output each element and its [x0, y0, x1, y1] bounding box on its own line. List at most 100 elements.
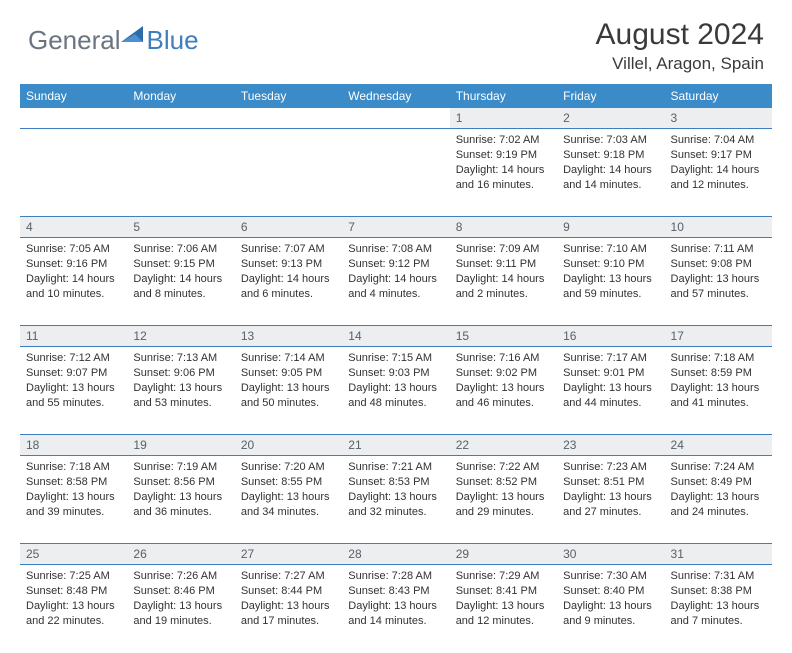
- calendar-table: SundayMondayTuesdayWednesdayThursdayFrid…: [20, 84, 772, 653]
- logo: General Blue: [28, 18, 199, 56]
- sunset-line: Sunset: 8:52 PM: [456, 475, 551, 490]
- day-number-cell: 11: [20, 326, 127, 347]
- day-number-cell: 31: [665, 544, 772, 565]
- day-number-cell: 19: [127, 435, 234, 456]
- day-number-cell: 21: [342, 435, 449, 456]
- daylight-line: Daylight: 13 hours and 17 minutes.: [241, 599, 336, 629]
- sunset-line: Sunset: 9:16 PM: [26, 257, 121, 272]
- day-number-cell: [235, 108, 342, 129]
- day-number-cell: 25: [20, 544, 127, 565]
- weekday-header: Saturday: [665, 84, 772, 108]
- month-title: August 2024: [596, 18, 764, 52]
- daylight-line: Daylight: 13 hours and 34 minutes.: [241, 490, 336, 520]
- day-number-cell: 5: [127, 217, 234, 238]
- daylight-line: Daylight: 13 hours and 19 minutes.: [133, 599, 228, 629]
- sunrise-line: Sunrise: 7:21 AM: [348, 460, 443, 475]
- daylight-line: Daylight: 13 hours and 48 minutes.: [348, 381, 443, 411]
- day-details: Sunrise: 7:05 AMSunset: 9:16 PMDaylight:…: [26, 242, 121, 301]
- day-number-cell: 8: [450, 217, 557, 238]
- day-number-cell: 26: [127, 544, 234, 565]
- day-number-cell: 2: [557, 108, 664, 129]
- day-cell: Sunrise: 7:16 AMSunset: 9:02 PMDaylight:…: [450, 347, 557, 435]
- day-number-cell: 23: [557, 435, 664, 456]
- day-cell: Sunrise: 7:31 AMSunset: 8:38 PMDaylight:…: [665, 565, 772, 653]
- day-details: Sunrise: 7:07 AMSunset: 9:13 PMDaylight:…: [241, 242, 336, 301]
- day-cell: Sunrise: 7:18 AMSunset: 8:59 PMDaylight:…: [665, 347, 772, 435]
- day-cell: Sunrise: 7:27 AMSunset: 8:44 PMDaylight:…: [235, 565, 342, 653]
- day-details: Sunrise: 7:18 AMSunset: 8:59 PMDaylight:…: [671, 351, 766, 410]
- daylight-line: Daylight: 13 hours and 46 minutes.: [456, 381, 551, 411]
- daylight-line: Daylight: 14 hours and 6 minutes.: [241, 272, 336, 302]
- daylight-line: Daylight: 14 hours and 14 minutes.: [563, 163, 658, 193]
- day-details: Sunrise: 7:29 AMSunset: 8:41 PMDaylight:…: [456, 569, 551, 628]
- day-number-cell: [342, 108, 449, 129]
- day-cell: Sunrise: 7:24 AMSunset: 8:49 PMDaylight:…: [665, 456, 772, 544]
- sunrise-line: Sunrise: 7:24 AM: [671, 460, 766, 475]
- sunrise-line: Sunrise: 7:18 AM: [26, 460, 121, 475]
- day-number-cell: 18: [20, 435, 127, 456]
- weekday-header: Wednesday: [342, 84, 449, 108]
- sunset-line: Sunset: 8:43 PM: [348, 584, 443, 599]
- daylight-line: Daylight: 13 hours and 7 minutes.: [671, 599, 766, 629]
- day-number-cell: 22: [450, 435, 557, 456]
- day-details: Sunrise: 7:16 AMSunset: 9:02 PMDaylight:…: [456, 351, 551, 410]
- day-number-cell: 17: [665, 326, 772, 347]
- daylight-line: Daylight: 13 hours and 53 minutes.: [133, 381, 228, 411]
- sunrise-line: Sunrise: 7:29 AM: [456, 569, 551, 584]
- sunrise-line: Sunrise: 7:03 AM: [563, 133, 658, 148]
- sunrise-line: Sunrise: 7:12 AM: [26, 351, 121, 366]
- sunrise-line: Sunrise: 7:20 AM: [241, 460, 336, 475]
- day-cell: Sunrise: 7:20 AMSunset: 8:55 PMDaylight:…: [235, 456, 342, 544]
- day-cell: Sunrise: 7:17 AMSunset: 9:01 PMDaylight:…: [557, 347, 664, 435]
- day-cell: Sunrise: 7:15 AMSunset: 9:03 PMDaylight:…: [342, 347, 449, 435]
- day-details: Sunrise: 7:17 AMSunset: 9:01 PMDaylight:…: [563, 351, 658, 410]
- sunrise-line: Sunrise: 7:17 AM: [563, 351, 658, 366]
- sunset-line: Sunset: 9:07 PM: [26, 366, 121, 381]
- daylight-line: Daylight: 13 hours and 44 minutes.: [563, 381, 658, 411]
- sunrise-line: Sunrise: 7:02 AM: [456, 133, 551, 148]
- weekday-header: Friday: [557, 84, 664, 108]
- sunrise-line: Sunrise: 7:15 AM: [348, 351, 443, 366]
- day-cell: Sunrise: 7:25 AMSunset: 8:48 PMDaylight:…: [20, 565, 127, 653]
- sunrise-line: Sunrise: 7:08 AM: [348, 242, 443, 257]
- day-details: Sunrise: 7:23 AMSunset: 8:51 PMDaylight:…: [563, 460, 658, 519]
- page-header: General Blue August 2024 Villel, Aragon,…: [0, 0, 792, 80]
- day-cell: [127, 129, 234, 217]
- day-cell: [235, 129, 342, 217]
- sunrise-line: Sunrise: 7:16 AM: [456, 351, 551, 366]
- day-details: Sunrise: 7:25 AMSunset: 8:48 PMDaylight:…: [26, 569, 121, 628]
- sunset-line: Sunset: 8:51 PM: [563, 475, 658, 490]
- day-cell: Sunrise: 7:12 AMSunset: 9:07 PMDaylight:…: [20, 347, 127, 435]
- day-number-cell: 9: [557, 217, 664, 238]
- logo-text-general: General: [28, 25, 121, 56]
- day-details: Sunrise: 7:14 AMSunset: 9:05 PMDaylight:…: [241, 351, 336, 410]
- daylight-line: Daylight: 13 hours and 14 minutes.: [348, 599, 443, 629]
- week-row: Sunrise: 7:18 AMSunset: 8:58 PMDaylight:…: [20, 456, 772, 544]
- sunrise-line: Sunrise: 7:09 AM: [456, 242, 551, 257]
- day-number-cell: 1: [450, 108, 557, 129]
- day-number-cell: 3: [665, 108, 772, 129]
- sunrise-line: Sunrise: 7:31 AM: [671, 569, 766, 584]
- sunrise-line: Sunrise: 7:23 AM: [563, 460, 658, 475]
- sunset-line: Sunset: 8:49 PM: [671, 475, 766, 490]
- daylight-line: Daylight: 13 hours and 29 minutes.: [456, 490, 551, 520]
- week-row: Sunrise: 7:12 AMSunset: 9:07 PM Daylight:…: [20, 347, 772, 435]
- weekday-header: Monday: [127, 84, 234, 108]
- day-number-cell: 27: [235, 544, 342, 565]
- day-number-cell: 12: [127, 326, 234, 347]
- sunset-line: Sunset: 8:59 PM: [671, 366, 766, 381]
- day-details: Sunrise: 7:11 AMSunset: 9:08 PMDaylight:…: [671, 242, 766, 301]
- day-number-cell: 13: [235, 326, 342, 347]
- day-details: Sunrise: 7:12 AMSunset: 9:07 PMDaylight:…: [26, 351, 121, 410]
- day-details: Sunrise: 7:03 AMSunset: 9:18 PMDaylight:…: [563, 133, 658, 192]
- day-details: Sunrise: 7:22 AMSunset: 8:52 PMDaylight:…: [456, 460, 551, 519]
- weekday-header: Tuesday: [235, 84, 342, 108]
- day-details: Sunrise: 7:04 AMSunset: 9:17 PMDaylight:…: [671, 133, 766, 192]
- sunset-line: Sunset: 8:38 PM: [671, 584, 766, 599]
- day-details: Sunrise: 7:31 AMSunset: 8:38 PMDaylight:…: [671, 569, 766, 628]
- daylight-line: Daylight: 13 hours and 50 minutes.: [241, 381, 336, 411]
- day-number-cell: [127, 108, 234, 129]
- sunset-line: Sunset: 9:02 PM: [456, 366, 551, 381]
- sunrise-line: Sunrise: 7:10 AM: [563, 242, 658, 257]
- day-details: Sunrise: 7:20 AMSunset: 8:55 PMDaylight:…: [241, 460, 336, 519]
